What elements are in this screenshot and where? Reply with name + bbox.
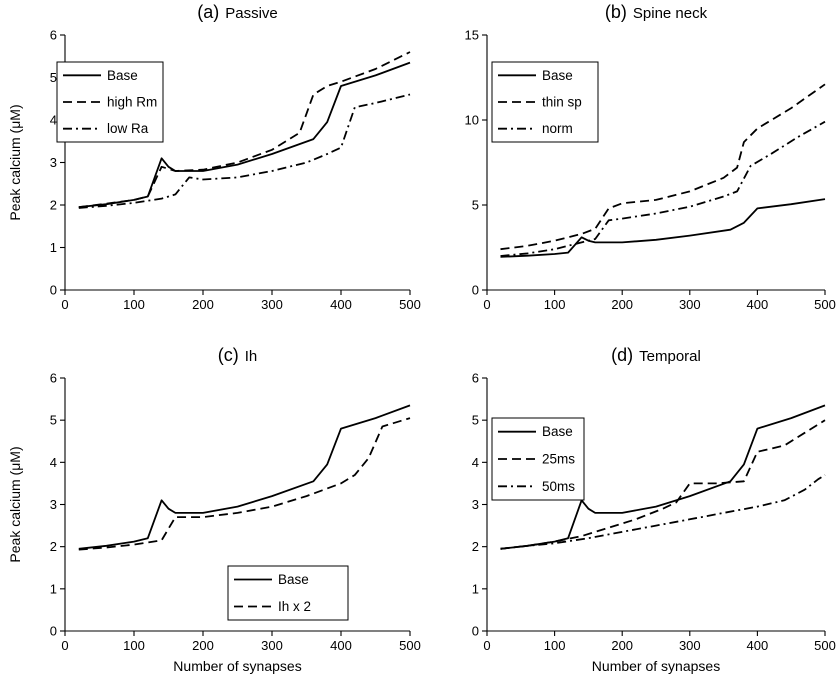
x-tick-label: 400 bbox=[747, 638, 769, 653]
y-tick-label: 2 bbox=[50, 198, 57, 213]
panel-title: (a) Passive bbox=[197, 2, 278, 22]
series-line-50ms bbox=[500, 474, 826, 550]
series-line-ih-x-2 bbox=[78, 417, 411, 551]
y-tick-label: 6 bbox=[472, 371, 479, 386]
y-tick-label: 10 bbox=[465, 113, 479, 128]
legend-entry: thin sp bbox=[542, 95, 582, 110]
legend-entry: 50ms bbox=[542, 479, 575, 494]
x-tick-label: 400 bbox=[747, 297, 769, 312]
y-tick-label: 6 bbox=[50, 371, 57, 386]
y-tick-label: 4 bbox=[50, 113, 57, 128]
legend-entry: Base bbox=[542, 424, 573, 439]
panel-1: 0 1 2 3 4 5 6 0 100 200 300 400 500 (a) Passive Peak ca… bbox=[7, 2, 421, 312]
x-tick-label: 500 bbox=[399, 297, 421, 312]
y-tick-label: 5 bbox=[50, 413, 57, 428]
y-tick-label: 0 bbox=[472, 624, 479, 639]
legend-box bbox=[227, 565, 349, 621]
panel-label: (d) bbox=[611, 345, 633, 365]
panel-title-text: Spine neck bbox=[633, 5, 708, 22]
y-tick-label: 1 bbox=[472, 581, 479, 596]
y-tick-label: 4 bbox=[472, 455, 479, 470]
panel-3: 0 1 2 3 4 5 6 0 100 200 300 400 500 (c) Ih Peak calcium… bbox=[7, 345, 421, 674]
series-line-high-rm bbox=[78, 51, 411, 208]
panel-title-text: Ih bbox=[245, 348, 258, 365]
panel-label: (c) bbox=[218, 345, 239, 365]
panel-title-text: Temporal bbox=[639, 348, 701, 365]
x-tick-label: 0 bbox=[61, 297, 68, 312]
x-tick-label: 100 bbox=[123, 638, 145, 653]
y-tick-label: 2 bbox=[50, 539, 57, 554]
x-tick-label: 200 bbox=[192, 297, 214, 312]
x-tick-label: 100 bbox=[123, 297, 145, 312]
y-tick-label: 15 bbox=[465, 28, 479, 43]
series-line-low-ra bbox=[78, 93, 411, 209]
y-tick-label: 3 bbox=[472, 497, 479, 512]
y-tick-label: 5 bbox=[472, 413, 479, 428]
x-axis-label: Number of synapses bbox=[592, 658, 720, 674]
x-tick-label: 100 bbox=[544, 297, 566, 312]
x-tick-label: 300 bbox=[261, 638, 283, 653]
y-tick-label: 6 bbox=[50, 28, 57, 43]
series-line-thin-sp bbox=[500, 83, 826, 251]
y-tick-label: 4 bbox=[50, 455, 57, 470]
x-axis-label: Number of synapses bbox=[173, 658, 301, 674]
series-line-base bbox=[78, 404, 411, 550]
legend: Base high Rm low Ra bbox=[56, 61, 164, 143]
legend-entry: Base bbox=[542, 68, 573, 83]
legend-entry: Ih x 2 bbox=[278, 599, 311, 614]
x-tick-label: 0 bbox=[61, 638, 68, 653]
legend: Base 25ms 50ms bbox=[491, 417, 585, 501]
panel-4: 0 1 2 3 4 5 6 0 100 200 300 400 500 (d) Temporal Number… bbox=[472, 345, 836, 674]
panel-label: (b) bbox=[605, 2, 627, 22]
y-tick-label: 2 bbox=[472, 539, 479, 554]
legend: Base thin sp norm bbox=[491, 61, 599, 143]
y-tick-label: 5 bbox=[50, 70, 57, 85]
x-tick-label: 500 bbox=[814, 297, 836, 312]
y-tick-label: 1 bbox=[50, 581, 57, 596]
y-tick-label: 0 bbox=[472, 283, 479, 298]
y-axis-label: Peak calcium (μM) bbox=[7, 446, 23, 562]
y-tick-label: 5 bbox=[472, 198, 479, 213]
panel-title: (b) Spine neck bbox=[605, 2, 708, 22]
x-tick-label: 200 bbox=[611, 297, 633, 312]
series-line-norm bbox=[500, 120, 826, 257]
y-tick-label: 0 bbox=[50, 624, 57, 639]
x-tick-label: 0 bbox=[483, 297, 490, 312]
x-tick-label: 400 bbox=[330, 638, 352, 653]
y-tick-label: 1 bbox=[50, 240, 57, 255]
x-tick-label: 200 bbox=[192, 638, 214, 653]
x-tick-label: 300 bbox=[679, 638, 701, 653]
legend-entry: Base bbox=[107, 68, 138, 83]
legend-entry: high Rm bbox=[107, 95, 157, 110]
panel-title: (d) Temporal bbox=[611, 345, 701, 365]
y-tick-label: 3 bbox=[50, 155, 57, 170]
legend-entry: norm bbox=[542, 121, 573, 136]
panel-title: (c) Ih bbox=[218, 345, 258, 365]
panel-2: 0 5 10 15 0 100 200 300 400 500 (b) Spine neck Base t… bbox=[465, 2, 836, 312]
x-tick-label: 400 bbox=[330, 297, 352, 312]
x-tick-label: 200 bbox=[611, 638, 633, 653]
panel-label: (a) bbox=[197, 2, 219, 22]
legend-entry: Base bbox=[278, 572, 309, 587]
x-tick-label: 0 bbox=[483, 638, 490, 653]
legend-entry: low Ra bbox=[107, 121, 149, 136]
y-tick-label: 3 bbox=[50, 497, 57, 512]
x-tick-label: 100 bbox=[544, 638, 566, 653]
x-tick-label: 300 bbox=[261, 297, 283, 312]
legend-entry: 25ms bbox=[542, 452, 575, 467]
panel-title-text: Passive bbox=[225, 5, 278, 22]
y-tick-label: 0 bbox=[50, 283, 57, 298]
x-tick-label: 300 bbox=[679, 297, 701, 312]
series-line-base bbox=[500, 198, 826, 258]
series-line-25ms bbox=[500, 419, 826, 550]
x-tick-label: 500 bbox=[399, 638, 421, 653]
x-tick-label: 500 bbox=[814, 638, 836, 653]
legend: Base Ih x 2 bbox=[227, 565, 349, 621]
y-axis-label: Peak calcium (μM) bbox=[7, 104, 23, 220]
